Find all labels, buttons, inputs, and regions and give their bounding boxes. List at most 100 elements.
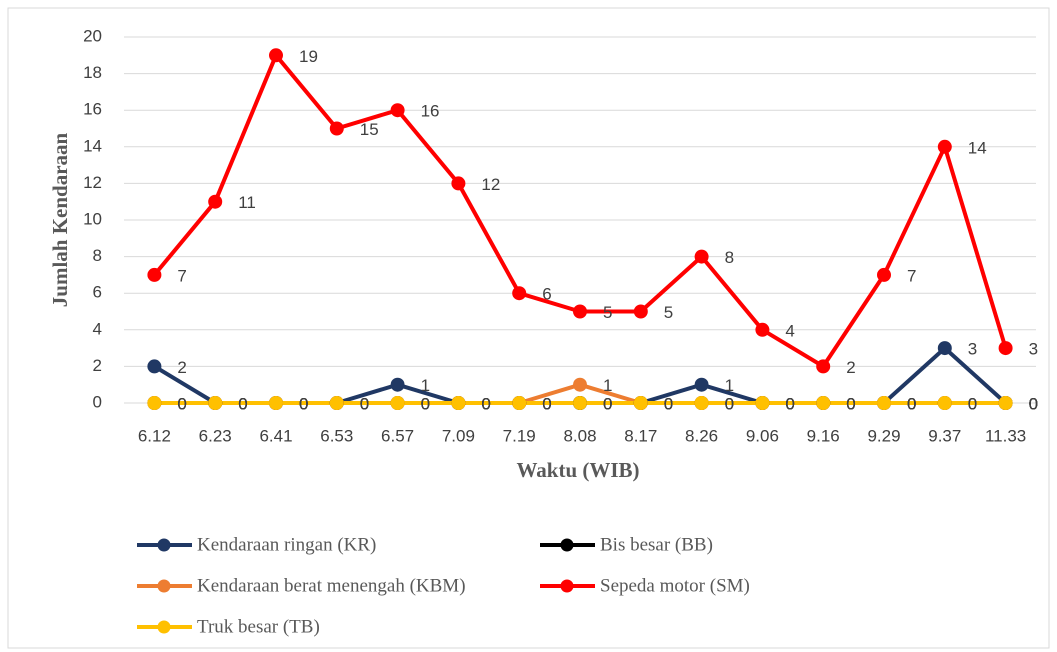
data-label: 0: [664, 394, 673, 413]
data-label: 0: [299, 394, 308, 413]
y-tick-label: 16: [83, 100, 102, 119]
data-label: 0: [481, 394, 490, 413]
data-label: 0: [360, 394, 369, 413]
x-tick-label: 6.41: [259, 426, 292, 445]
data-label: 0: [603, 394, 612, 413]
data-point: [269, 396, 283, 410]
data-label: 0: [360, 394, 369, 413]
y-tick-label: 10: [83, 209, 102, 228]
data-point: [390, 396, 405, 410]
data-point: [694, 249, 709, 264]
y-tick-label: 12: [83, 173, 102, 192]
data-label: 0: [1029, 394, 1038, 413]
data-point: [877, 267, 891, 282]
data-label: 3: [968, 340, 977, 359]
data-label: 0: [299, 394, 308, 413]
data-label: 0: [481, 394, 490, 413]
data-label: 0: [542, 394, 551, 413]
data-label: 0: [785, 394, 794, 413]
data-point: [937, 341, 952, 356]
y-tick-label: 4: [93, 319, 102, 338]
data-point: [512, 286, 527, 301]
x-tick-label: 8.08: [563, 426, 596, 445]
data-point: [451, 176, 466, 191]
x-tick-label: 8.26: [685, 426, 718, 445]
data-point: [755, 396, 770, 410]
data-label: 0: [177, 394, 186, 413]
data-label: 15: [360, 120, 379, 139]
legend-marker: [157, 579, 171, 593]
data-label: 16: [421, 102, 440, 121]
legend-marker: [157, 620, 171, 634]
data-point: [208, 194, 223, 209]
data-label: 0: [421, 394, 430, 413]
data-label: 0: [1029, 394, 1038, 413]
legend-label: Kendaraan ringan (KR): [197, 534, 376, 555]
legend-label: Truk besar (TB): [197, 616, 320, 637]
data-label: 0: [177, 394, 186, 413]
data-label: 0: [542, 394, 551, 413]
data-label: 0: [968, 394, 977, 413]
data-point: [633, 304, 648, 319]
y-axis-title: Jumlah Kendaraan: [48, 132, 72, 307]
legend-marker: [560, 579, 574, 593]
data-label: 19: [299, 47, 318, 66]
data-label: 0: [542, 394, 551, 413]
data-point: [573, 396, 587, 410]
data-label: 0: [907, 394, 916, 413]
x-tick-label: 9.29: [867, 426, 900, 445]
data-point: [755, 322, 770, 337]
legend-label: Bis besar (BB): [600, 534, 713, 555]
data-label: 0: [664, 394, 673, 413]
x-tick-label: 6.12: [138, 426, 171, 445]
data-label: 0: [968, 394, 977, 413]
data-point: [269, 48, 283, 63]
x-tick-label: 9.37: [928, 426, 961, 445]
data-label: 6: [542, 285, 551, 304]
chart-border: [7, 7, 1050, 649]
y-tick-label: 18: [83, 63, 102, 82]
data-label: 0: [177, 394, 186, 413]
data-point: [694, 396, 709, 410]
data-label: 0: [238, 394, 247, 413]
x-tick-label: 7.19: [503, 426, 536, 445]
x-tick-label: 11.33: [985, 426, 1026, 445]
data-label: 14: [968, 138, 987, 157]
data-label: 0: [907, 394, 916, 413]
data-label: 0: [542, 394, 551, 413]
x-tick-label: 9.06: [746, 426, 779, 445]
data-point: [208, 396, 223, 410]
data-label: 0: [238, 394, 247, 413]
data-label: 0: [481, 394, 490, 413]
x-tick-label: 6.57: [381, 426, 414, 445]
data-label: 5: [664, 303, 673, 322]
data-label: 0: [664, 394, 673, 413]
y-tick-label: 0: [93, 392, 102, 411]
data-point: [998, 396, 1013, 410]
data-point: [816, 359, 831, 374]
data-label: 0: [360, 394, 369, 413]
data-point: [329, 396, 344, 410]
data-label: 7: [907, 266, 916, 285]
data-point: [390, 103, 405, 118]
y-tick-label: 8: [93, 246, 102, 265]
x-axis-title: Waktu (WIB): [516, 458, 639, 482]
data-label: 0: [238, 394, 247, 413]
data-label: 0: [846, 394, 855, 413]
x-tick-label: 7.09: [442, 426, 475, 445]
data-label: 1: [603, 376, 612, 395]
data-point: [573, 304, 587, 319]
data-label: 0: [785, 394, 794, 413]
data-label: 2: [177, 358, 186, 377]
data-label: 0: [481, 394, 490, 413]
legend-marker: [157, 538, 171, 552]
data-label: 0: [725, 394, 734, 413]
y-tick-label: 2: [93, 356, 102, 375]
x-tick-label: 9.16: [807, 426, 840, 445]
data-label: 0: [907, 394, 916, 413]
y-tick-label: 20: [83, 26, 102, 45]
data-label: 0: [907, 394, 916, 413]
data-label: 0: [785, 394, 794, 413]
x-tick-label: 6.23: [199, 426, 232, 445]
legend-marker: [560, 538, 574, 552]
